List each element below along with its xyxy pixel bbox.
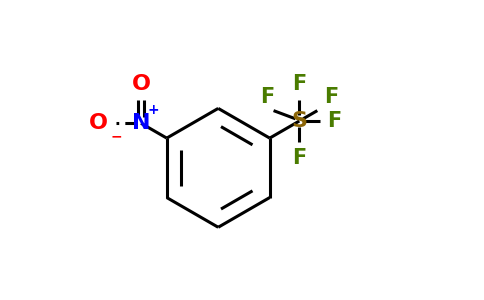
Text: F: F bbox=[324, 87, 338, 107]
Text: +: + bbox=[148, 103, 159, 117]
Text: −: − bbox=[111, 130, 122, 144]
Text: F: F bbox=[292, 74, 306, 94]
Text: O: O bbox=[90, 113, 108, 133]
Text: F: F bbox=[292, 148, 306, 168]
Text: N: N bbox=[132, 113, 150, 133]
Text: O: O bbox=[132, 74, 151, 94]
Text: S: S bbox=[291, 111, 307, 131]
Text: F: F bbox=[260, 87, 274, 107]
Text: F: F bbox=[327, 111, 341, 131]
